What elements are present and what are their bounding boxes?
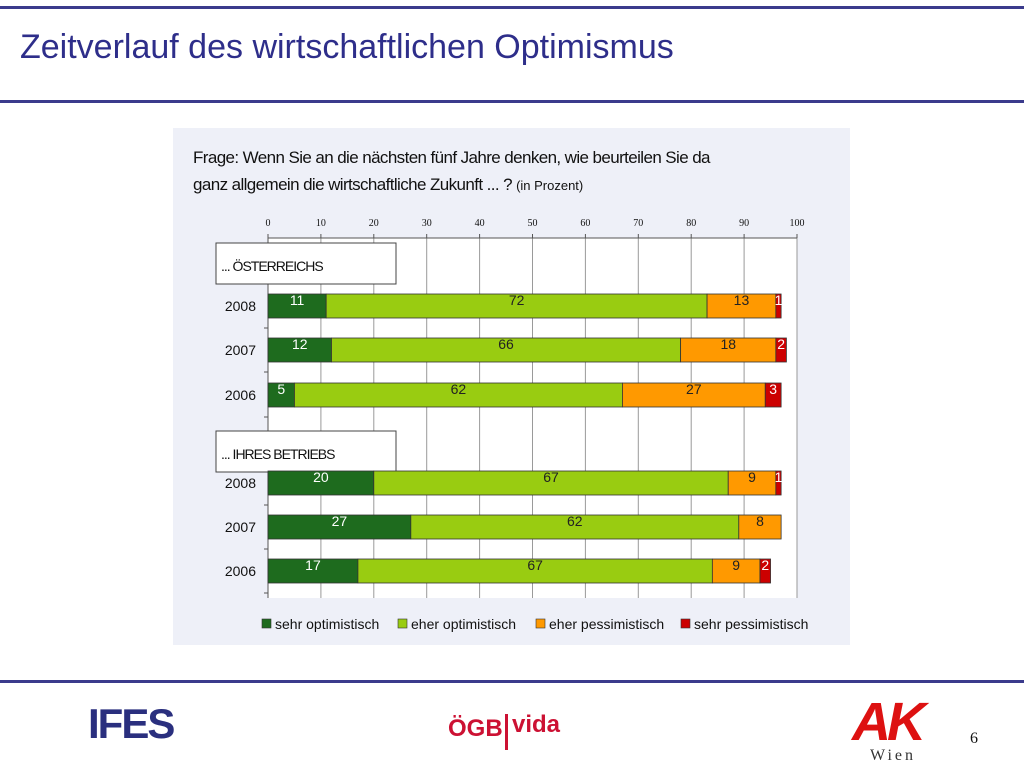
data-label: 18 [720, 336, 736, 352]
x-tick-label: 100 [790, 218, 805, 229]
slide-title: Zeitverlauf des wirtschaftlichen Optimis… [20, 28, 674, 66]
bar-segment [727, 470, 777, 496]
legend-label: eher pessimistisch [549, 616, 664, 632]
bar-segment [267, 558, 359, 584]
data-label: 8 [756, 513, 764, 529]
ak-wien-text: Wien [870, 747, 916, 762]
data-label: 27 [686, 381, 702, 397]
bar-segment [622, 382, 766, 408]
data-label: 62 [567, 513, 583, 529]
legend-label: sehr optimistisch [275, 616, 379, 632]
chart-title-line-2: ganz allgemein die wirtschaftliche Zukun… [193, 175, 513, 194]
x-tick-label: 40 [475, 218, 485, 229]
x-tick-label: 60 [580, 218, 590, 229]
category-label: 2006 [225, 563, 256, 579]
title-rule [0, 100, 1024, 103]
data-label: 2 [761, 557, 769, 573]
x-tick-label: 80 [686, 218, 696, 229]
data-label: 66 [498, 336, 514, 352]
bar-segment [325, 293, 708, 319]
category-label: 2008 [225, 475, 256, 491]
data-label: 2 [777, 336, 785, 352]
data-label: 5 [277, 381, 285, 397]
bar-segment [331, 337, 682, 363]
group-label: ... ÖSTERREICHS [221, 257, 323, 274]
legend-swatch [680, 618, 691, 629]
legend-swatch [535, 618, 546, 629]
bar-segment [357, 558, 713, 584]
data-label: 62 [451, 381, 467, 397]
bar-segment [294, 382, 623, 408]
x-tick-label: 10 [316, 218, 326, 229]
ak-logo-text: AK [850, 692, 930, 752]
x-tick-label: 90 [739, 218, 749, 229]
bar-segment [738, 514, 782, 540]
data-label: 12 [292, 336, 308, 352]
chart-title-line-1: Frage: Wenn Sie an die nächsten fünf Jah… [193, 148, 711, 167]
logo-divider [505, 714, 508, 750]
ifes-logo: IFES [88, 700, 174, 744]
group-label-box [215, 430, 397, 473]
data-label: 27 [332, 513, 348, 529]
data-label: 67 [527, 557, 543, 573]
bar-segment [775, 293, 782, 319]
bar-segment [759, 558, 771, 584]
x-tick-label: 50 [528, 218, 538, 229]
page-number: 6 [970, 730, 978, 747]
bar-segment [680, 337, 777, 363]
bar-segment [764, 382, 782, 408]
x-tick-label: 0 [266, 218, 271, 229]
data-label: 1 [775, 469, 783, 485]
top-rule [0, 6, 1024, 9]
x-tick-label: 70 [633, 218, 643, 229]
data-label: 72 [509, 292, 525, 308]
category-label: 2007 [225, 342, 256, 358]
legend-label: eher optimistisch [411, 616, 516, 632]
legend-label: sehr pessimistisch [694, 616, 808, 632]
ifes-logo-text: IFES [88, 700, 174, 744]
oegb-logo-text: ÖGB [448, 715, 503, 742]
chart-title: Frage: Wenn Sie an die nächsten fünf Jah… [193, 144, 833, 199]
ak-wien-logo: AK Wien [850, 692, 934, 762]
data-label: 17 [305, 557, 321, 573]
data-label: 20 [313, 469, 329, 485]
bar-segment [267, 470, 375, 496]
bar-segment [267, 337, 332, 363]
x-tick-label: 30 [422, 218, 432, 229]
data-label: 1 [775, 292, 783, 308]
category-label: 2006 [225, 387, 256, 403]
data-label: 67 [543, 469, 559, 485]
legend-swatch [397, 618, 408, 629]
bar-segment [775, 337, 787, 363]
legend-swatch [261, 618, 272, 629]
oegb-vida-logo: ÖGB vida [448, 711, 561, 750]
vida-logo-text: vida [512, 711, 561, 738]
data-label: 3 [769, 381, 777, 397]
data-label: 13 [734, 292, 750, 308]
bar-segment [267, 293, 327, 319]
x-tick-label: 20 [369, 218, 379, 229]
group-label: ... IHRES BETRIEBS [221, 446, 335, 462]
group-label-box [215, 242, 397, 285]
bar-segment [775, 470, 782, 496]
chart-unit-note: (in Prozent) [516, 178, 584, 193]
data-label: 9 [732, 557, 740, 573]
data-label: 11 [290, 292, 305, 308]
data-label: 9 [748, 469, 756, 485]
bar-segment [373, 470, 729, 496]
bottom-rule [0, 680, 1024, 683]
category-label: 2007 [225, 519, 256, 535]
bar-segment [706, 293, 777, 319]
category-label: 2008 [225, 298, 256, 314]
bar-segment [267, 514, 412, 540]
